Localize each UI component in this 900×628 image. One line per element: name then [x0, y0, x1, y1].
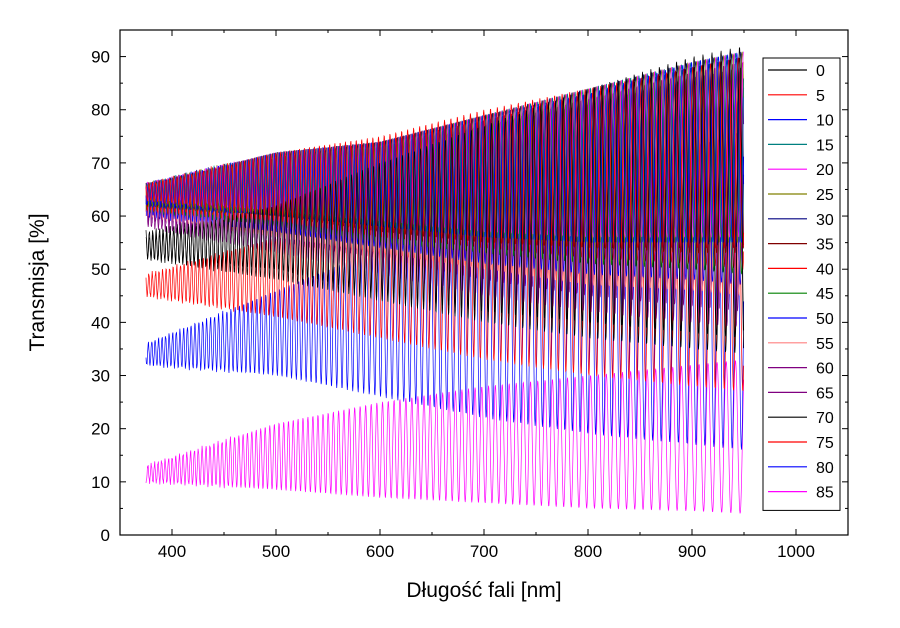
y-tick-label: 10: [91, 473, 110, 492]
legend-label: 70: [816, 410, 834, 427]
x-tick-label: 400: [158, 542, 186, 561]
series-layer: [145, 47, 745, 514]
legend-label: 60: [816, 361, 834, 378]
legend-item-75: 75: [768, 435, 834, 452]
legend-item-5: 5: [768, 88, 825, 105]
legend-item-15: 15: [768, 137, 834, 154]
legend-label: 65: [816, 385, 834, 402]
legend-label: 85: [816, 485, 834, 502]
legend-item-20: 20: [768, 162, 834, 179]
legend-item-55: 55: [768, 336, 834, 353]
legend-box: [762, 57, 841, 511]
legend-item-45: 45: [768, 286, 834, 303]
legend-label: 45: [816, 286, 834, 303]
legend-label: 5: [816, 88, 825, 105]
legend-label: 10: [816, 113, 834, 130]
legend-item-65: 65: [768, 385, 834, 402]
legend-item-70: 70: [768, 410, 834, 427]
x-tick-label: 1000: [777, 542, 815, 561]
legend-label: 25: [816, 187, 834, 204]
x-tick-label: 900: [678, 542, 706, 561]
y-tick-label: 90: [91, 48, 110, 67]
series-line-0: [145, 47, 745, 338]
x-tick-label: 600: [366, 542, 394, 561]
legend-item-40: 40: [768, 261, 834, 278]
legend-item-80: 80: [768, 460, 834, 477]
series-line-5: [145, 57, 745, 249]
legend-label: 35: [816, 237, 834, 254]
x-tick-label: 500: [262, 542, 290, 561]
y-tick-label: 60: [91, 207, 110, 226]
legend-label: 80: [816, 460, 834, 477]
legend-label: 55: [816, 336, 834, 353]
x-tick-label: 700: [470, 542, 498, 561]
legend-label: 15: [816, 137, 834, 154]
legend-label: 75: [816, 435, 834, 452]
legend-item-60: 60: [768, 361, 834, 378]
legend-item-35: 35: [768, 237, 834, 254]
legend: 0 5 10 15 20 25 30 35 40 45 50 55 60 65 70 75 80 85: [762, 57, 841, 511]
legend-label: 20: [816, 162, 834, 179]
legend-item-10: 10: [768, 113, 834, 130]
y-tick-label: 70: [91, 154, 110, 173]
y-tick-label: 0: [101, 526, 110, 545]
legend-item-85: 85: [768, 485, 834, 502]
legend-item-0: 0: [768, 63, 825, 80]
x-tick-label: 800: [574, 542, 602, 561]
series-line-80: [145, 133, 745, 450]
x-axis-title: Długość fali [nm]: [406, 579, 561, 602]
y-tick-label: 20: [91, 420, 110, 439]
y-tick-label: 40: [91, 313, 110, 332]
legend-label: 0: [816, 63, 825, 80]
legend-item-30: 30: [768, 212, 834, 229]
legend-item-25: 25: [768, 187, 834, 204]
legend-item-50: 50: [768, 311, 834, 328]
legend-label: 40: [816, 261, 834, 278]
series-line-85: [145, 360, 745, 514]
y-tick-label: 30: [91, 367, 110, 386]
legend-label: 50: [816, 311, 834, 328]
x-axis: 400 500 600 700 800 900 1000: [119, 30, 849, 561]
y-tick-label: 80: [91, 101, 110, 120]
y-tick-label: 50: [91, 260, 110, 279]
y-axis-title: Transmisja [%]: [26, 213, 49, 351]
legend-label: 30: [816, 212, 834, 229]
